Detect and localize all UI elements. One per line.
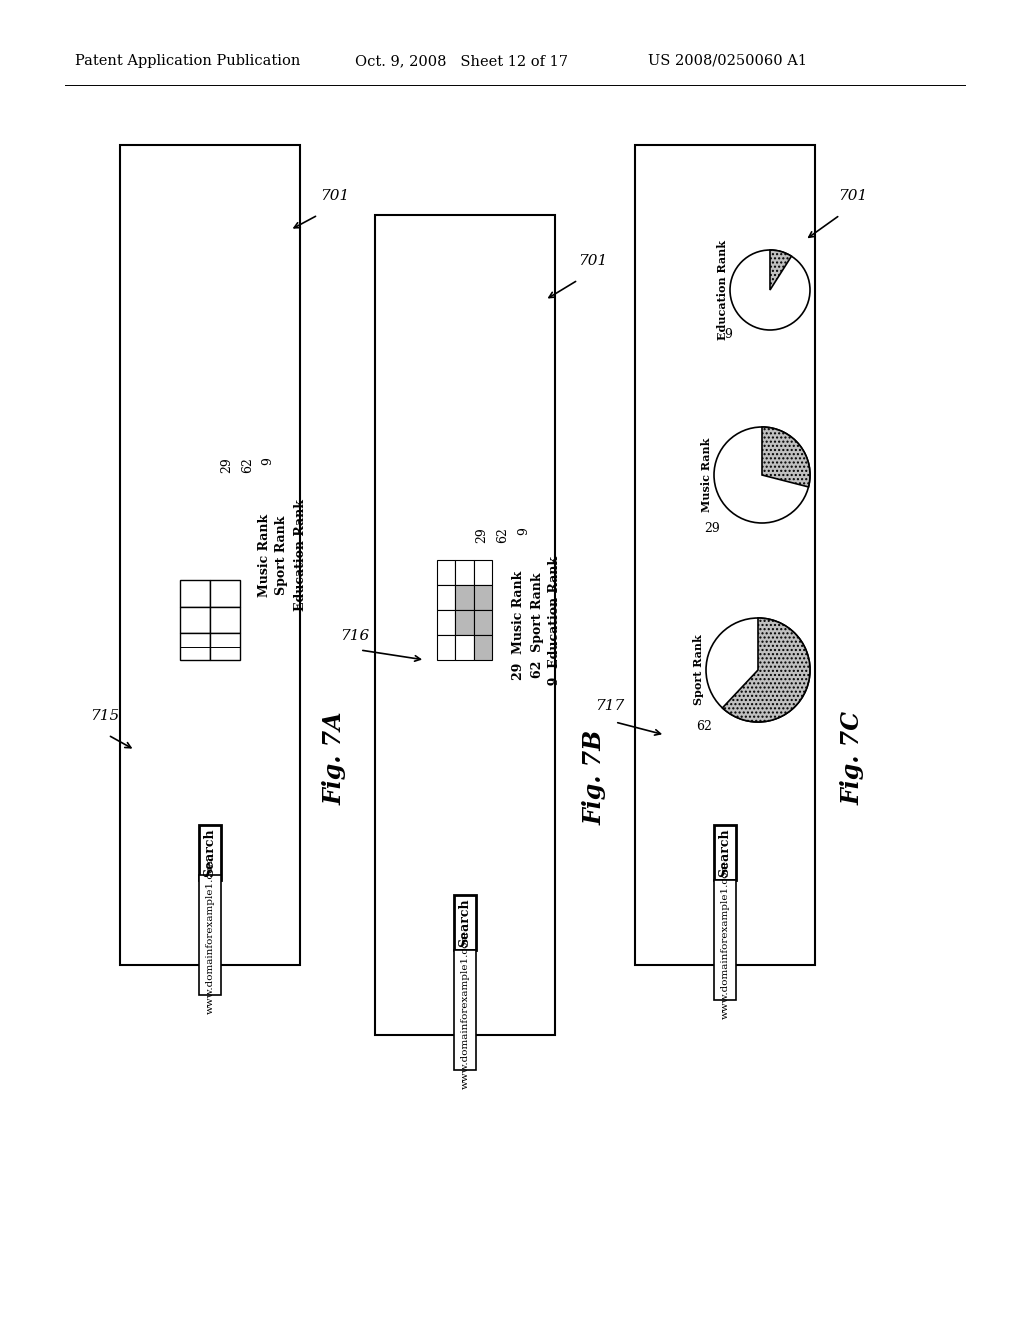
Bar xyxy=(437,560,456,585)
Text: 29: 29 xyxy=(705,521,720,535)
Text: Sport Rank: Sport Rank xyxy=(693,635,705,705)
Text: Search: Search xyxy=(459,898,471,946)
Text: www.domainforexample1.com: www.domainforexample1.com xyxy=(721,861,729,1019)
Bar xyxy=(456,560,474,585)
Bar xyxy=(474,585,492,610)
Bar xyxy=(210,607,240,634)
Circle shape xyxy=(730,249,810,330)
Text: Search: Search xyxy=(719,828,731,876)
Text: Music Rank
Sport Rank
Education Rank: Music Rank Sport Rank Education Rank xyxy=(257,499,306,611)
Bar xyxy=(714,825,736,880)
Text: 716: 716 xyxy=(340,630,370,643)
Circle shape xyxy=(706,618,810,722)
Bar xyxy=(474,635,492,660)
Bar xyxy=(180,607,210,634)
Text: Music Rank: Music Rank xyxy=(701,438,713,512)
Text: Search: Search xyxy=(204,828,216,876)
Text: Oct. 9, 2008   Sheet 12 of 17: Oct. 9, 2008 Sheet 12 of 17 xyxy=(355,54,568,69)
Text: 717: 717 xyxy=(595,700,625,713)
Text: Fig. 7B: Fig. 7B xyxy=(583,730,607,825)
Wedge shape xyxy=(722,618,810,722)
Circle shape xyxy=(714,426,810,523)
Bar xyxy=(199,825,221,880)
Text: Fig. 7A: Fig. 7A xyxy=(323,711,347,805)
Text: 29
62
  9: 29 62 9 xyxy=(475,527,530,543)
Text: Patent Application Publication: Patent Application Publication xyxy=(75,54,300,69)
Text: 62: 62 xyxy=(696,721,712,734)
Wedge shape xyxy=(762,426,810,487)
Bar xyxy=(456,610,474,635)
Bar xyxy=(635,145,815,965)
Bar xyxy=(456,585,474,610)
Bar xyxy=(437,610,456,635)
Bar xyxy=(456,635,474,660)
Text: 701: 701 xyxy=(578,253,607,268)
Bar xyxy=(474,560,492,585)
Text: 29
62
  9: 29 62 9 xyxy=(220,457,275,473)
Bar xyxy=(437,635,456,660)
Bar xyxy=(714,880,736,1001)
Text: 701: 701 xyxy=(838,189,867,203)
Wedge shape xyxy=(770,249,792,290)
Text: Education Rank: Education Rank xyxy=(718,240,728,341)
Bar xyxy=(437,585,456,610)
Bar xyxy=(474,610,492,635)
Text: 29  Music Rank
62  Sport Rank
  9  Education Rank: 29 Music Rank 62 Sport Rank 9 Education … xyxy=(512,556,561,694)
Bar xyxy=(375,215,555,1035)
Text: www.domainforexample1.com: www.domainforexample1.com xyxy=(461,931,469,1089)
Text: 701: 701 xyxy=(319,189,349,203)
Text: www.domainforexample1.com: www.domainforexample1.com xyxy=(206,855,214,1014)
Text: 715: 715 xyxy=(90,709,119,723)
Bar xyxy=(454,895,476,950)
Text: 9: 9 xyxy=(724,329,732,342)
Bar xyxy=(210,634,240,660)
Bar xyxy=(180,579,210,607)
Bar xyxy=(180,634,210,660)
Bar xyxy=(454,950,476,1071)
Bar xyxy=(210,579,240,607)
Bar xyxy=(199,875,221,995)
Text: US 2008/0250060 A1: US 2008/0250060 A1 xyxy=(648,54,807,69)
Bar xyxy=(120,145,300,965)
Text: Fig. 7C: Fig. 7C xyxy=(841,711,865,805)
